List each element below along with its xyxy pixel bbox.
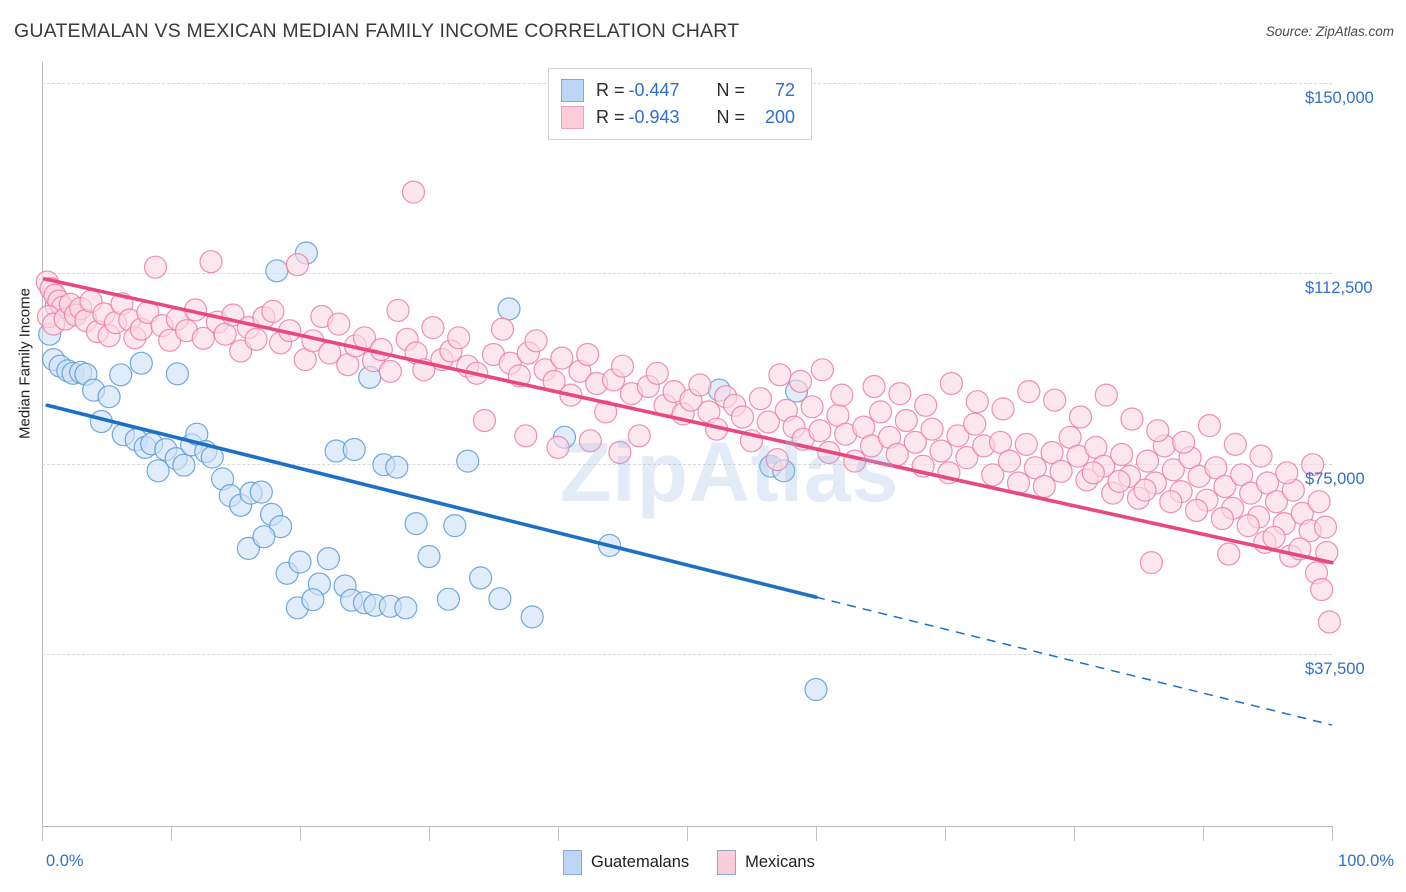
stat-n-value-guatemalans: 72 [775, 80, 796, 100]
legend-label-mexicans: Mexicans [745, 853, 815, 871]
source-attribution: Source: ZipAtlas.com [1265, 24, 1394, 39]
x-axis-min-label: 0.0% [46, 852, 84, 870]
legend-swatch-guatemalans [563, 850, 582, 875]
stat-n-value-mexicans: 200 [764, 107, 796, 127]
series-legend: Guatemalans Mexicans [563, 850, 833, 875]
stat-n-label-mexicans: N = [716, 107, 746, 127]
stat-row-guatemalans: R = -0.447 N = 72 [561, 77, 795, 104]
stat-r-label-mexicans: R = [596, 107, 625, 127]
x-axis-tick [945, 826, 946, 841]
legend-item-guatemalans[interactable]: Guatemalans [563, 850, 689, 875]
y-axis-tick-label: $112,500 [1305, 279, 1373, 298]
x-axis-tick [687, 826, 688, 841]
x-axis-tick [1332, 826, 1333, 841]
y-axis-title: Median Family Income [16, 288, 34, 439]
y-axis-line [42, 62, 43, 826]
correlation-stats-legend: R = -0.447 N = 72 R = -0.943 N = 200 [548, 68, 813, 140]
stat-n-label-guatemalans: N = [716, 80, 746, 100]
stat-swatch-guatemalans [561, 79, 584, 102]
legend-item-mexicans[interactable]: Mexicans [717, 850, 815, 875]
y-axis-tick-label: $75,000 [1305, 469, 1365, 488]
x-axis-tick [42, 826, 43, 841]
x-axis-tick [171, 826, 172, 841]
x-axis-tick [1203, 826, 1204, 841]
x-axis-max-label: 100.0% [1338, 852, 1394, 870]
stat-r-label-guatemalans: R = [596, 80, 625, 100]
stat-row-mexicans: R = -0.943 N = 200 [561, 104, 795, 131]
gridline [42, 273, 1332, 275]
watermark: ZipAtlas [560, 425, 900, 519]
legend-swatch-mexicans [717, 850, 737, 875]
stat-swatch-mexicans [561, 106, 584, 129]
x-axis-tick [816, 826, 817, 841]
y-axis-tick-label: $150,000 [1305, 89, 1374, 107]
page-title: GUATEMALAN VS MEXICAN MEDIAN FAMILY INCO… [14, 20, 740, 42]
stat-r-value-mexicans: -0.943 [628, 107, 680, 127]
x-axis-tick [300, 826, 301, 841]
gridline [42, 654, 1332, 655]
x-axis-tick [1074, 826, 1075, 841]
stat-r-value-guatemalans: -0.447 [628, 80, 680, 100]
y-axis-tick-label: $37,500 [1305, 660, 1365, 678]
legend-label-guatemalans: Guatemalans [591, 853, 690, 871]
x-axis-tick [558, 826, 559, 841]
x-axis-tick [429, 826, 430, 841]
